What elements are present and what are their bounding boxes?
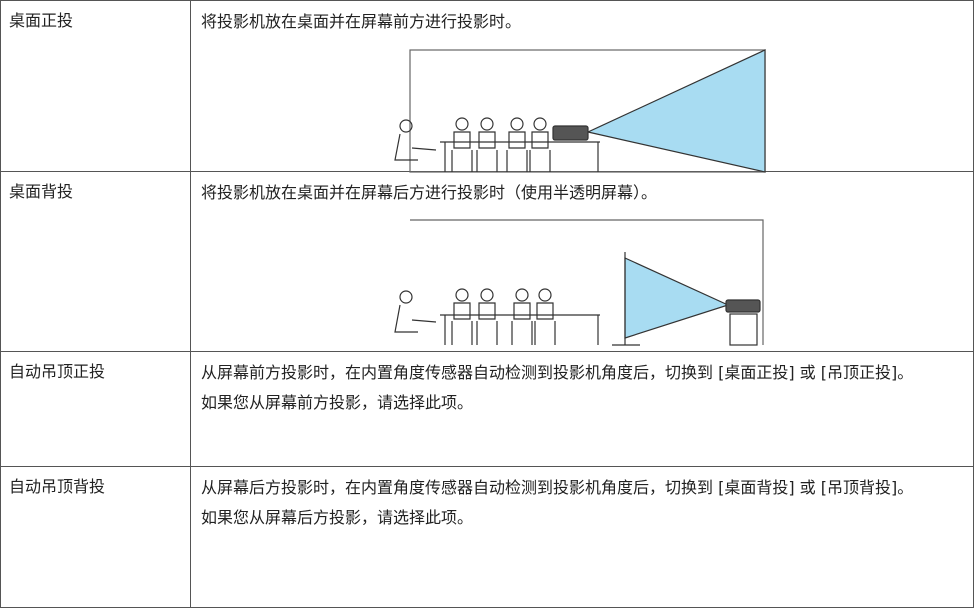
- paragraph: 将投影机放在桌面并在屏幕后方进行投影时（使用半透明屏幕）。: [201, 183, 658, 202]
- front-projection-illustration: [394, 49, 766, 173]
- paragraph: 如果您从屏幕前方投影，请选择此项。: [201, 393, 474, 412]
- paragraph: 如果您从屏幕后方投影，请选择此项。: [201, 508, 474, 527]
- rear-projection-illustration: [394, 219, 764, 346]
- paragraph: 将投影机放在桌面并在屏幕前方进行投影时。: [201, 12, 522, 31]
- paragraph: 从屏幕前方投影时，在内置角度传感器自动检测到投影机角度后，切换到 [桌面正投] …: [201, 363, 914, 382]
- paragraph: 从屏幕后方投影时，在内置角度传感器自动检测到投影机角度后，切换到 [桌面背投] …: [201, 478, 914, 497]
- row-description: 从屏幕后方投影时，在内置角度传感器自动检测到投影机角度后，切换到 [桌面背投] …: [190, 466, 974, 608]
